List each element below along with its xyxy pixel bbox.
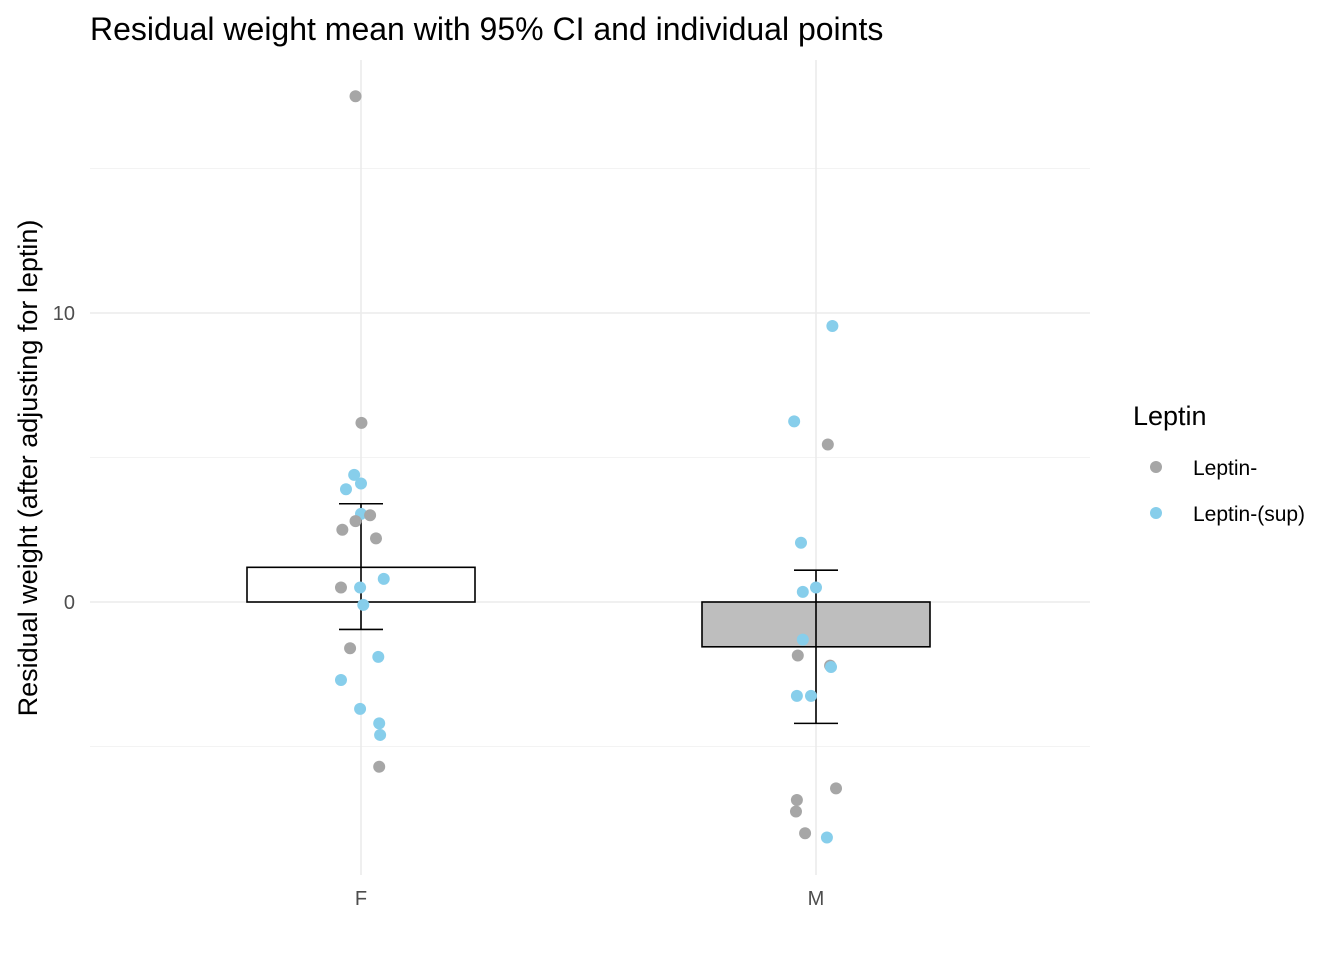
data-point (790, 689, 803, 702)
data-point (794, 536, 807, 549)
data-point (372, 650, 385, 663)
data-point (349, 515, 362, 528)
data-point (355, 416, 368, 429)
y-axis-ticks: 0 10 (53, 303, 75, 614)
data-point (825, 661, 838, 674)
data-points (334, 90, 843, 844)
chart-title: Residual weight mean with 95% CI and ind… (90, 11, 883, 47)
data-point (344, 642, 357, 655)
data-point (830, 782, 843, 795)
bars (246, 566, 931, 648)
data-point (826, 320, 839, 333)
data-point (810, 581, 822, 594)
data-point (348, 468, 361, 481)
data-point (790, 793, 803, 806)
data-point (373, 717, 386, 730)
data-point (373, 760, 386, 773)
data-point (799, 827, 812, 840)
data-point (374, 728, 387, 741)
data-point (820, 831, 833, 844)
data-point (796, 585, 809, 598)
data-point (354, 702, 367, 715)
legend-label: Leptin- (1193, 457, 1257, 480)
y-axis-title: Residual weight (after adjusting for lep… (13, 220, 43, 717)
legend-key (1150, 507, 1162, 519)
data-point (796, 633, 809, 646)
data-point (354, 581, 367, 594)
data-point (821, 438, 834, 451)
data-point (339, 483, 352, 496)
data-point (791, 649, 804, 662)
y-tick-label: 0 (64, 592, 75, 614)
data-point (334, 581, 347, 594)
data-point (349, 90, 362, 103)
data-point (377, 572, 390, 585)
data-point (357, 598, 370, 611)
data-point (336, 523, 349, 536)
data-point (370, 532, 383, 545)
data-point (804, 689, 817, 702)
data-point (334, 674, 347, 687)
x-tick-label: M (808, 888, 825, 910)
y-tick-label: 10 (53, 303, 75, 325)
grid (90, 60, 1090, 875)
legend-key (1150, 461, 1162, 473)
x-tick-label: F (355, 888, 367, 910)
data-point (789, 805, 802, 818)
data-point (364, 509, 377, 522)
legend: Leptin Leptin- Leptin-(sup) (1133, 401, 1305, 526)
legend-label: Leptin-(sup) (1193, 503, 1305, 526)
legend-title: Leptin (1133, 401, 1207, 431)
data-point (355, 477, 367, 490)
data-point (788, 415, 801, 428)
